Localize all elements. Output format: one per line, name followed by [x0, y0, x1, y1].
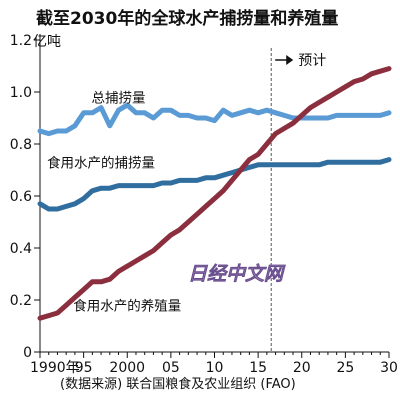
forecast-label: 预计: [298, 53, 326, 69]
x-tick-label: 10: [206, 360, 224, 376]
y-axis-unit: 亿吨: [33, 34, 61, 50]
forecast-arrow-icon: [286, 55, 294, 65]
x-tick-label: 25: [336, 360, 354, 376]
series-line-1: [37, 102, 392, 137]
y-tick-label: 1.0: [10, 85, 32, 101]
series-label-1: 总捕捞量: [92, 90, 146, 106]
watermark-logo: 日经中文网: [188, 263, 286, 285]
y-axis: 0 0.2 0.4 0.6 0.8 1.0 1.2: [10, 33, 41, 361]
series-lines: [37, 66, 392, 321]
series-label-3: 食用水产的养殖量: [73, 297, 181, 314]
x-tick-label: 05: [162, 360, 180, 376]
y-tick-label: 0.8: [10, 137, 32, 153]
source-note: (数据来源) 联合国粮食及农业组织 (FAO): [60, 376, 296, 392]
series-line-2: [37, 157, 392, 212]
x-tick-label: 2000: [109, 360, 145, 376]
y-tick-label: 0.2: [10, 293, 32, 309]
series-line-3: [37, 66, 392, 321]
chart-title: 截至2030年的全球水产捕捞量和养殖量: [36, 8, 338, 29]
y-tick-label: 1.2: [10, 33, 32, 49]
series-label-2: 食用水产的捕捞量: [47, 154, 155, 171]
x-tick-label: 1990年: [30, 360, 80, 376]
forecast-marker: 预计: [270, 48, 326, 352]
x-tick-label: 95: [75, 360, 93, 376]
y-tick-label: 0: [23, 345, 32, 361]
y-tick-label: 0.6: [10, 189, 32, 205]
y-tick-label: 0.4: [10, 241, 32, 257]
x-tick-label: 15: [249, 360, 267, 376]
x-tick-label: 20: [293, 360, 311, 376]
x-tick-label: 30: [380, 360, 398, 376]
